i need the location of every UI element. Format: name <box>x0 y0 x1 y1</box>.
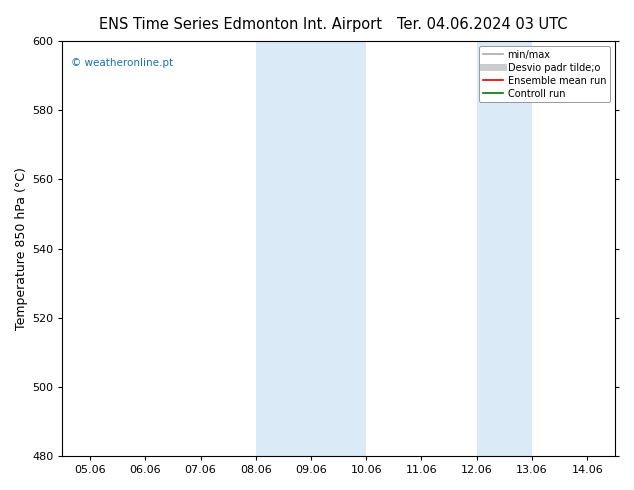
Text: © weatheronline.pt: © weatheronline.pt <box>71 58 173 68</box>
Y-axis label: Temperature 850 hPa (°C): Temperature 850 hPa (°C) <box>15 167 28 330</box>
Legend: min/max, Desvio padr tilde;o, Ensemble mean run, Controll run: min/max, Desvio padr tilde;o, Ensemble m… <box>479 46 610 102</box>
Text: Ter. 04.06.2024 03 UTC: Ter. 04.06.2024 03 UTC <box>397 17 567 32</box>
Bar <box>256 41 366 456</box>
Text: ENS Time Series Edmonton Int. Airport: ENS Time Series Edmonton Int. Airport <box>100 17 382 32</box>
Bar <box>477 41 532 456</box>
